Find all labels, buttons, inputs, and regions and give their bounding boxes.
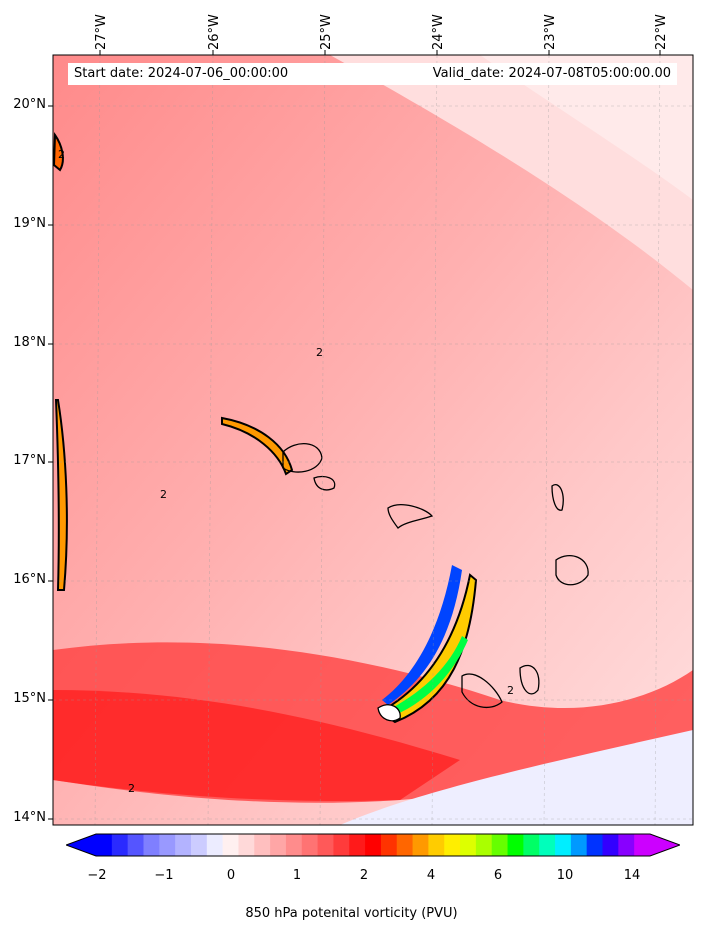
colorbar-swatch — [428, 834, 445, 856]
colorbar-swatch — [570, 834, 588, 856]
contour-label: 2 — [507, 684, 514, 697]
colorbar-swatch — [523, 834, 540, 856]
pv-arc-green — [392, 636, 468, 715]
colorbar-swatch — [349, 834, 366, 856]
lon-label-24w: 24°W — [431, 14, 446, 50]
colorbar-swatch — [127, 834, 144, 856]
lat-label-19n: 19°N — [13, 216, 46, 231]
colorbar-swatch — [254, 834, 271, 856]
colorbar-swatch — [460, 834, 477, 856]
colorbar-swatch — [206, 834, 224, 856]
colorbar-swatch — [270, 834, 287, 856]
graticule — [53, 55, 693, 825]
colorbar-extend-min — [66, 834, 96, 856]
colorbar-swatch — [333, 834, 350, 856]
lat-label-18n: 18°N — [13, 335, 46, 350]
colorbar-swatch — [365, 834, 382, 856]
island-sao-nicolau — [387, 504, 434, 529]
island-fogo — [377, 704, 401, 722]
pv-band-core — [53, 690, 460, 801]
colorbar-swatch — [175, 834, 192, 856]
colorbar-swatch — [238, 834, 255, 856]
lon-label-27w: 27°W — [94, 14, 109, 50]
colorbar-swatch — [475, 834, 493, 856]
colorbar-swatch — [444, 834, 461, 856]
colorbar — [66, 833, 680, 857]
colorbar-swatch — [507, 834, 524, 856]
lat-label-15n: 15°N — [13, 691, 46, 706]
colorbar-swatch — [586, 834, 604, 856]
island-maio — [519, 664, 540, 695]
ticks — [48, 50, 661, 820]
start-date-text: Start date: 2024-07-06_00:00:00 — [74, 66, 289, 81]
contour-label: 2 — [128, 782, 135, 795]
colorbar-tick-label: 0 — [226, 868, 236, 883]
pv-arc-negative — [382, 565, 462, 705]
island-sao-vicente — [313, 475, 336, 491]
lat-label-16n: 16°N — [13, 572, 46, 587]
colorbar-swatch — [111, 834, 129, 856]
colorbar-swatch — [491, 834, 509, 856]
colorbar-swatch — [555, 834, 572, 856]
colorbar-swatch — [396, 834, 414, 856]
pv-filament-central — [221, 416, 294, 476]
colorbar-swatch — [159, 834, 176, 856]
colorbar-swatch — [96, 834, 113, 856]
lon-label-23w: 23°W — [543, 14, 558, 50]
island-sal — [551, 484, 564, 511]
island-santiago — [461, 673, 503, 709]
contour-label: 2 — [316, 346, 323, 359]
pv-lowest-region-ne — [480, 55, 693, 200]
colorbar-swatch — [285, 834, 303, 856]
colorbar-label: 850 hPa potenital vorticity (PVU) — [245, 906, 458, 921]
lat-label-17n: 17°N — [13, 453, 46, 468]
lat-label-14n: 14°N — [13, 810, 46, 825]
colorbar-tick-label: 14 — [623, 868, 641, 883]
colorbar-swatch — [539, 834, 556, 856]
colorbar-tick-label: −1 — [154, 868, 174, 883]
colorbar-swatch — [317, 834, 334, 856]
colorbar-tick-label: 10 — [556, 868, 574, 883]
colorbar-tick-label: −2 — [87, 868, 107, 883]
contour-label: 2 — [160, 488, 167, 501]
colorbar-swatch — [301, 834, 319, 856]
colorbar-swatch — [412, 834, 429, 856]
island-santo-antao — [282, 443, 323, 473]
pv-streak-west — [54, 399, 68, 591]
date-info-box: Start date: 2024-07-06_00:00:00 Valid_da… — [68, 63, 677, 85]
colorbar-tick-label: 2 — [359, 868, 369, 883]
colorbar-swatch — [190, 834, 208, 856]
lat-label-20n: 20°N — [13, 97, 46, 112]
colorbar-swatch — [222, 834, 239, 856]
pv-negative-region-se — [340, 730, 693, 825]
colorbar-tick-label: 6 — [493, 868, 503, 883]
lon-label-26w: 26°W — [207, 14, 222, 50]
contour-label: 2 — [58, 148, 65, 161]
colorbar-swatch — [602, 834, 619, 856]
colorbar-swatch — [143, 834, 160, 856]
colorbar-outline — [66, 833, 680, 857]
colorbar-swatch — [634, 834, 651, 856]
colorbar-tick-label: 1 — [292, 868, 302, 883]
valid-date-text: Valid_date: 2024-07-08T05:00:00.00 — [432, 66, 671, 81]
lon-label-25w: 25°W — [319, 14, 334, 50]
pv-blob-nw — [53, 131, 64, 172]
map-plot-area: 2 2 2 2 2 — [53, 55, 693, 825]
colorbar-swatch — [618, 834, 635, 856]
map-border — [52, 54, 694, 826]
lon-label-22w: 22°W — [654, 14, 669, 50]
colorbar-swatch — [380, 834, 398, 856]
colorbar-tick-label: 4 — [426, 868, 436, 883]
colorbar-extend-max — [650, 834, 680, 856]
